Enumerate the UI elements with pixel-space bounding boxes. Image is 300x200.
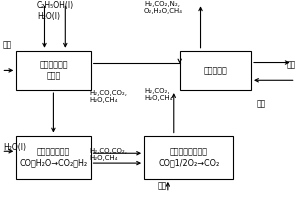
Text: 部分氧化重整
反应器: 部分氧化重整 反应器: [39, 61, 68, 80]
FancyBboxPatch shape: [16, 136, 91, 179]
Text: H₂,CO₂,
H₂O,CH₄: H₂,CO₂, H₂O,CH₄: [144, 88, 172, 101]
Text: H₂,CO,CO₂,
H₂O,CH₄: H₂,CO,CO₂, H₂O,CH₄: [89, 148, 127, 161]
Text: H₂O(l): H₂O(l): [3, 143, 26, 152]
FancyBboxPatch shape: [180, 51, 251, 90]
FancyBboxPatch shape: [16, 51, 91, 90]
Text: 水气转换反应器
CO＋H₂O→CO₂＋H₂: 水气转换反应器 CO＋H₂O→CO₂＋H₂: [19, 147, 88, 167]
Text: 空气: 空气: [257, 99, 266, 108]
Text: C₂H₅OH(l)
H₂O(l): C₂H₅OH(l) H₂O(l): [37, 1, 74, 21]
FancyBboxPatch shape: [144, 136, 233, 179]
Text: 电能: 电能: [286, 60, 296, 69]
Text: 氢燃料电池: 氢燃料电池: [203, 66, 227, 75]
Text: H₂,CO₂,N₂,
O₂,H₂O,CH₄: H₂,CO₂,N₂, O₂,H₂O,CH₄: [144, 1, 183, 14]
Text: 选择性氧化反应器
CO＋1/2O₂→CO₂: 选择性氧化反应器 CO＋1/2O₂→CO₂: [158, 147, 219, 167]
Text: 空气: 空气: [157, 182, 167, 191]
Text: 空气: 空气: [3, 40, 12, 49]
Text: H₂,CO,CO₂,
H₂O,CH₄: H₂,CO,CO₂, H₂O,CH₄: [89, 90, 127, 103]
